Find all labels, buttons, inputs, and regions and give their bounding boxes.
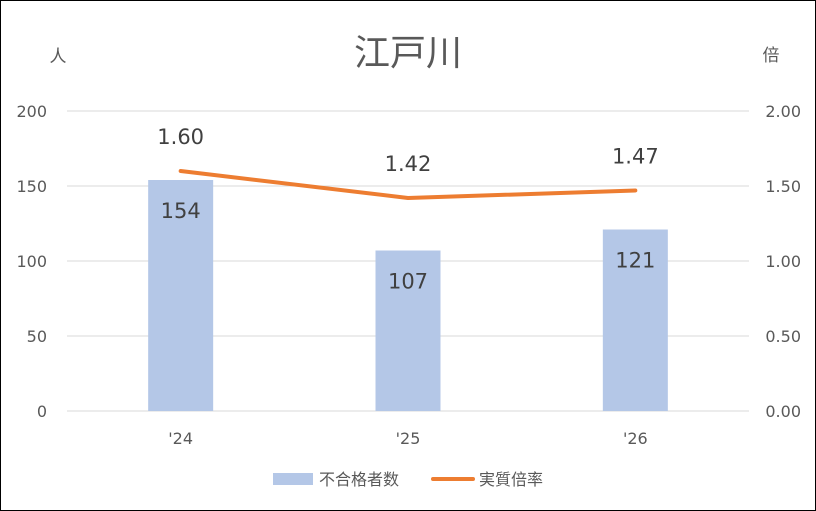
x-tick-labels: '24 '25 '26 <box>168 429 647 448</box>
y-right-tick-label: 1.00 <box>765 252 801 271</box>
y-left-tick-label: 200 <box>16 102 47 121</box>
line-data-label: 1.60 <box>157 125 204 149</box>
bar <box>602 229 668 411</box>
chart-title: 江戸川 <box>354 33 462 74</box>
bar <box>148 180 214 411</box>
y-left-tick-label: 150 <box>16 177 47 196</box>
bar-data-label: 154 <box>161 199 201 223</box>
y-right-tick-label: 0.50 <box>765 327 801 346</box>
y-right-tick-labels: 0.00 0.50 1.00 1.50 2.00 <box>765 102 801 421</box>
y-right-tick-label: 1.50 <box>765 177 801 196</box>
bar <box>375 250 441 411</box>
legend-label-line: 実質倍率 <box>479 470 543 489</box>
legend: 不合格者数 実質倍率 <box>273 470 543 489</box>
bar-data-labels: 154 107 121 <box>161 199 656 294</box>
y-left-tick-label: 50 <box>27 327 47 346</box>
x-tick-label: '26 <box>623 429 648 448</box>
y-left-tick-label: 0 <box>37 402 47 421</box>
y-right-tick-label: 0.00 <box>765 402 801 421</box>
bar-data-label: 107 <box>388 270 428 294</box>
y-right-unit-label: 倍 <box>763 46 780 66</box>
y-right-tick-label: 2.00 <box>765 102 801 121</box>
bar-series <box>148 180 668 411</box>
x-tick-label: '25 <box>396 429 421 448</box>
bar-data-label: 121 <box>615 249 655 273</box>
line-series <box>178 169 638 200</box>
line-data-labels: 1.60 1.42 1.47 <box>157 125 658 176</box>
y-left-unit-label: 人 <box>50 47 67 67</box>
y-left-tick-label: 100 <box>16 252 47 271</box>
line-data-label: 1.42 <box>385 152 432 176</box>
line-data-label: 1.47 <box>612 145 659 169</box>
legend-label-bar: 不合格者数 <box>319 470 399 489</box>
y-left-tick-labels: 0 50 100 150 200 <box>16 102 47 421</box>
x-tick-label: '24 <box>168 429 193 448</box>
legend-swatch-bar <box>273 473 313 485</box>
